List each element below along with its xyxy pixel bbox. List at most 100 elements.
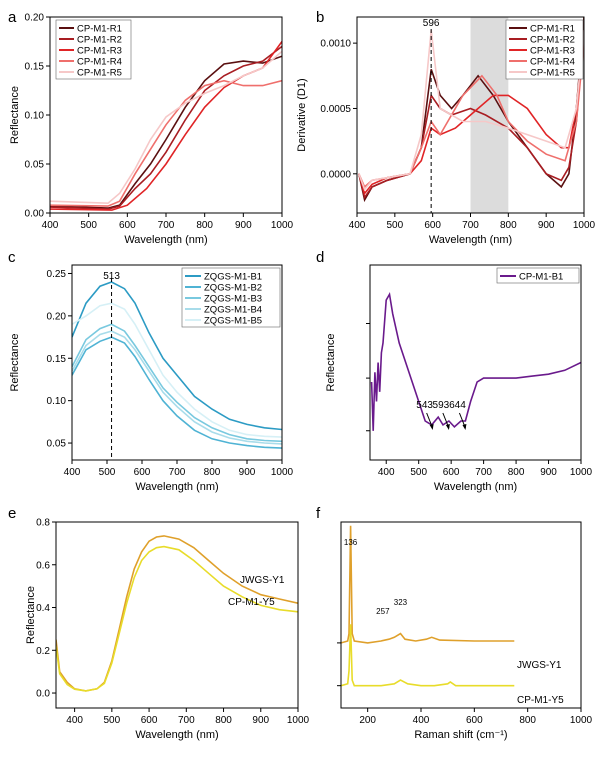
panel-letter: d xyxy=(316,249,324,266)
legend-entry: CP-M1-R1 xyxy=(77,24,122,35)
legend-entry: CP-M1-R5 xyxy=(530,68,575,79)
panel-b: b 400 500 600 700 800 900 1000 0.0000 0.0005 0.001… xyxy=(296,9,596,246)
peak-label: 323 xyxy=(394,598,408,607)
peak-arrowhead xyxy=(429,424,434,430)
y-tick-label: 0.8 xyxy=(36,518,50,529)
legend-entry: ZQGS-M1-B4 xyxy=(204,305,262,316)
x-tick-label: 1000 xyxy=(570,715,593,726)
series-line-ZQGS-M1-B3 xyxy=(72,323,282,443)
legend-entry: CP-M1-R4 xyxy=(530,57,575,68)
x-tick-label: 400 xyxy=(413,715,430,726)
y-axis-label: Reflectance xyxy=(325,333,337,391)
y-tick-label: 0.15 xyxy=(25,62,45,73)
peak-label: 543 xyxy=(416,400,433,411)
x-tick-label: 500 xyxy=(99,467,116,478)
legend-entry: ZQGS-M1-B1 xyxy=(204,272,262,283)
x-tick-label: 500 xyxy=(410,467,427,478)
panel-d: d 400 500 600 700 800 900 1000 Wavelength (nm) Re… xyxy=(316,249,593,493)
legend-entry: CP-M1-B1 xyxy=(519,272,563,283)
panel-letter: a xyxy=(8,9,17,26)
series-line-JWGS-Y1 xyxy=(341,525,515,644)
x-tick-label: 500 xyxy=(80,220,97,231)
legend-entry: CP-M1-R3 xyxy=(530,46,575,57)
series-line-CP-M1-R5 xyxy=(50,50,282,205)
series-label: JWGS-Y1 xyxy=(517,660,562,671)
x-axis-label: Wavelength (nm) xyxy=(124,234,207,246)
y-tick-label: 0.25 xyxy=(47,269,67,280)
legend-entry: CP-M1-R5 xyxy=(77,68,122,79)
x-axis-label: Wavelength (nm) xyxy=(135,481,218,493)
x-tick-label: 600 xyxy=(134,467,151,478)
x-tick-label: 1000 xyxy=(287,715,310,726)
y-tick-label: 0.4 xyxy=(36,603,50,614)
y-tick-label: 0.10 xyxy=(47,396,67,407)
series-line-CP-M1-R2 xyxy=(50,45,282,210)
peak-label: 257 xyxy=(376,607,390,616)
x-axis-label: Wavelength (nm) xyxy=(434,481,517,493)
y-tick-label: 0.05 xyxy=(47,439,67,450)
x-tick-label: 900 xyxy=(538,220,555,231)
y-tick-label: 0.05 xyxy=(25,160,45,171)
x-axis-label: Wavelength (nm) xyxy=(135,729,218,741)
shaded-band xyxy=(470,17,509,213)
y-axis-label: Derivative (D1) xyxy=(296,78,308,151)
peak-label: 513 xyxy=(103,271,120,282)
x-tick-label: 700 xyxy=(178,715,195,726)
x-tick-label: 400 xyxy=(349,220,366,231)
series-line-CP-M1-Y5 xyxy=(341,624,515,687)
x-tick-label: 400 xyxy=(64,467,81,478)
x-tick-label: 1000 xyxy=(271,467,294,478)
x-tick-label: 400 xyxy=(66,715,83,726)
x-tick-label: 1000 xyxy=(573,220,596,231)
x-tick-label: 700 xyxy=(462,220,479,231)
x-tick-label: 600 xyxy=(424,220,441,231)
legend-entry: ZQGS-M1-B3 xyxy=(204,294,262,305)
legend-entry: CP-M1-R2 xyxy=(530,35,575,46)
y-tick-label: 0.00 xyxy=(25,209,45,220)
panel-letter: b xyxy=(316,9,324,26)
y-axis-label: Reflectance xyxy=(9,333,21,391)
x-tick-label: 800 xyxy=(500,220,517,231)
y-tick-label: 0.6 xyxy=(36,560,50,571)
series-label: CP-M1-Y5 xyxy=(228,597,275,608)
series-line-ZQGS-M1-B2 xyxy=(72,336,282,449)
y-tick-label: 0.20 xyxy=(47,311,67,322)
series-line-ZQGS-M1-B4 xyxy=(72,330,282,445)
x-tick-label: 1000 xyxy=(271,220,294,231)
y-tick-label: 0.0005 xyxy=(320,104,351,115)
plot-frame xyxy=(340,521,582,709)
legend-entry: CP-M1-R2 xyxy=(77,35,122,46)
x-axis-label: Wavelength (nm) xyxy=(429,234,512,246)
x-tick-label: 600 xyxy=(466,715,483,726)
peak-label: 644 xyxy=(449,400,466,411)
panel-a: a 400 500 600 700 800 900 1000 0.00 0.05 0.10 0.15 0… xyxy=(8,9,294,246)
panel-letter: c xyxy=(8,249,16,266)
y-tick-label: 0.0010 xyxy=(320,39,351,50)
series-line-ZQGS-M1-B5 xyxy=(72,302,282,438)
series-line-CP-M1-R1 xyxy=(50,55,282,209)
series-line-CP-M1-Y5 xyxy=(56,545,298,692)
x-tick-label: 600 xyxy=(119,220,136,231)
x-tick-label: 200 xyxy=(359,715,376,726)
x-tick-label: 1000 xyxy=(570,467,593,478)
series-label: JWGS-Y1 xyxy=(240,575,285,586)
y-axis-label: Reflectance xyxy=(25,586,37,644)
legend-entry: CP-M1-R1 xyxy=(530,24,575,35)
panel-f: f 200 400 600 800 1000 Raman shift (cm⁻¹) 136 25… xyxy=(316,505,593,741)
y-tick-label: 0.20 xyxy=(25,13,45,24)
x-tick-label: 900 xyxy=(252,715,269,726)
series-label: CP-M1-Y5 xyxy=(517,695,564,706)
x-tick-label: 500 xyxy=(386,220,403,231)
y-tick-label: 0.10 xyxy=(25,111,45,122)
x-tick-label: 600 xyxy=(141,715,158,726)
legend-entry: CP-M1-R3 xyxy=(77,46,122,57)
series-line-CP-M1-B1 xyxy=(370,291,581,431)
series-line-ZQGS-M1-B1 xyxy=(72,281,282,431)
x-tick-label: 800 xyxy=(519,715,536,726)
legend-box xyxy=(496,267,580,284)
peak-arrowhead xyxy=(462,424,467,430)
legend-entry: CP-M1-R4 xyxy=(77,57,122,68)
x-tick-label: 600 xyxy=(443,467,460,478)
panel-letter: f xyxy=(316,505,321,522)
